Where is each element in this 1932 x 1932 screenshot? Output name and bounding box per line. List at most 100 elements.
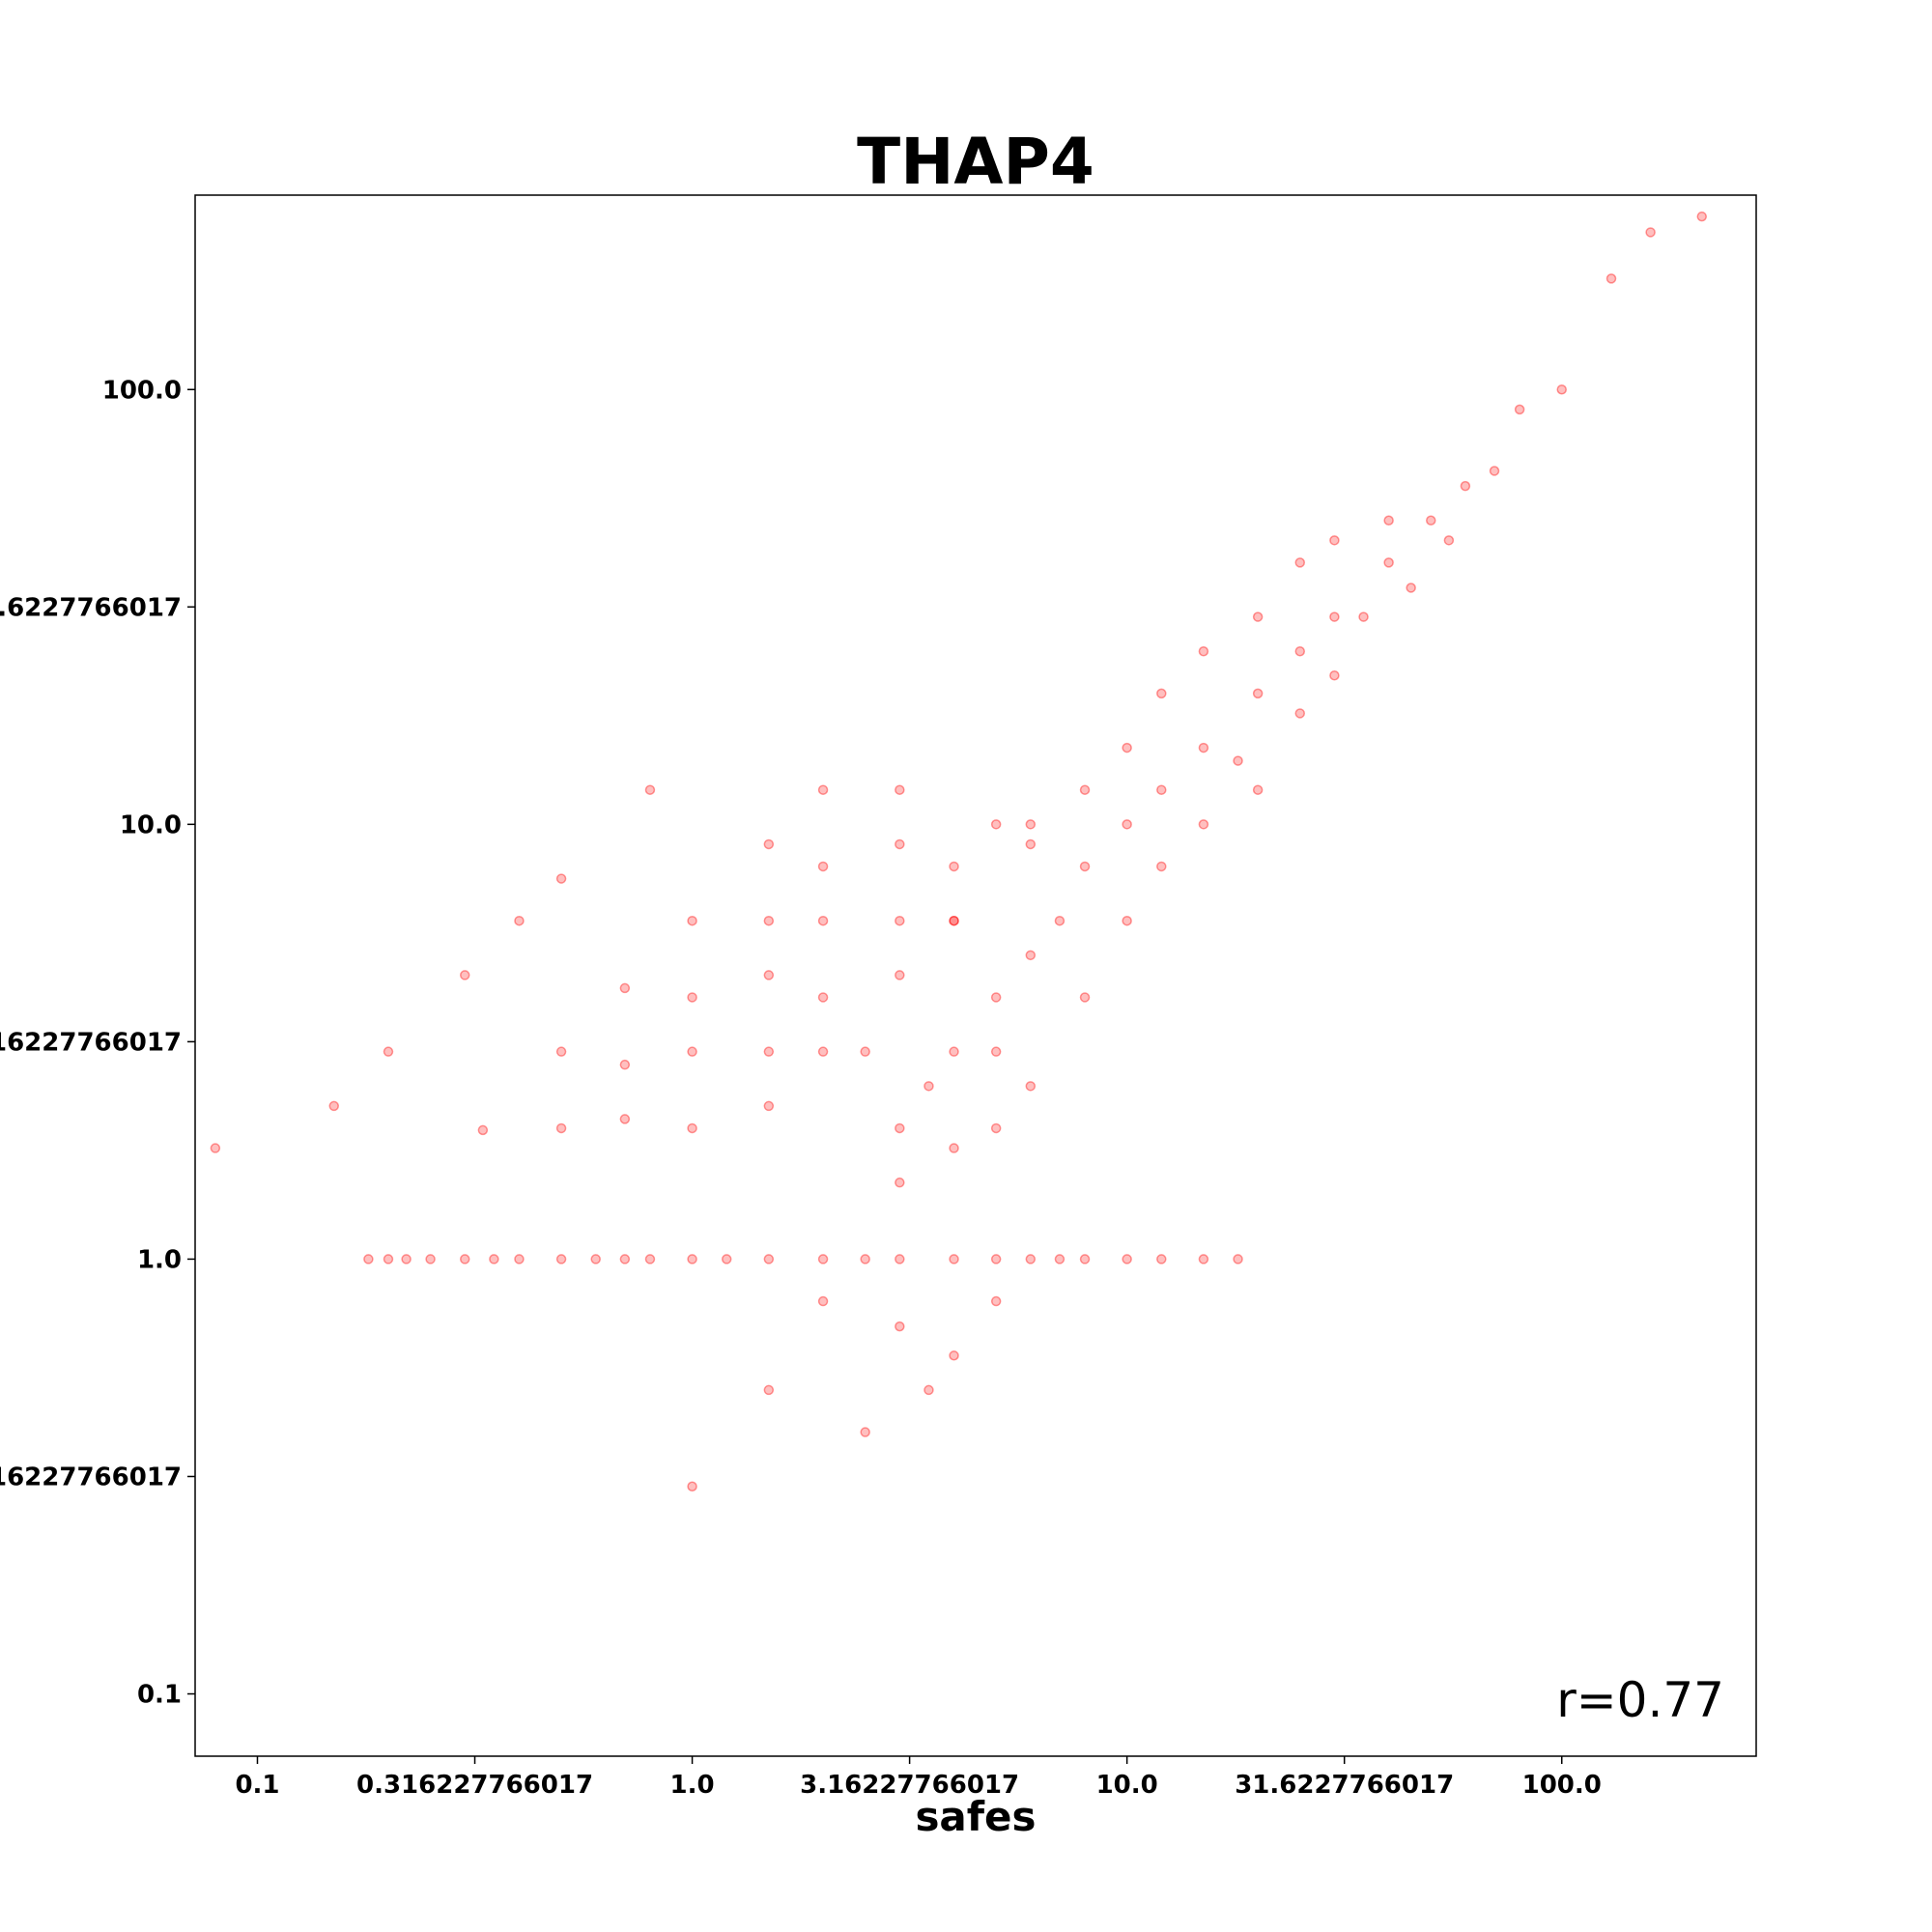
x-tick-label: 10.0: [1096, 1771, 1158, 1800]
scatter-point: [949, 1046, 959, 1057]
scatter-point: [1294, 708, 1306, 719]
scatter-point: [1156, 861, 1167, 872]
scatter-point: [1156, 1254, 1167, 1264]
x-tick-label: 1.0: [670, 1771, 715, 1800]
y-tick-label: 0.316227766017: [0, 1463, 182, 1492]
scatter-point: [817, 1254, 829, 1264]
y-tick-label: 100.0: [102, 376, 182, 405]
scatter-point: [1198, 1254, 1209, 1264]
scatter-point: [425, 1254, 436, 1264]
scatter-point: [721, 1254, 732, 1264]
scatter-point: [1556, 384, 1567, 395]
scatter-point: [895, 1177, 905, 1188]
scatter-point: [1233, 1254, 1243, 1264]
scatter-point: [1198, 742, 1209, 753]
scatter-point: [1025, 1254, 1037, 1264]
scatter-point: [1329, 535, 1340, 546]
scatter-point: [1025, 838, 1037, 850]
scatter-point: [1696, 211, 1708, 222]
scatter-point: [990, 819, 1002, 830]
y-tick-label: 0.1: [137, 1681, 182, 1710]
scatter-point: [1383, 515, 1394, 526]
scatter-point: [763, 1254, 775, 1264]
scatter-point: [1489, 466, 1500, 476]
scatter-point: [459, 970, 470, 980]
scatter-point: [895, 1122, 905, 1134]
scatter-point: [555, 1254, 567, 1264]
scatter-point: [817, 861, 829, 872]
scatter-point: [990, 1046, 1002, 1057]
scatter-point: [949, 861, 959, 872]
scatter-point: [1645, 227, 1656, 238]
scatter-point: [763, 1384, 775, 1396]
axes-frame: [194, 194, 1757, 1757]
plot-area: [210, 211, 1708, 1492]
scatter-point: [990, 992, 1002, 1003]
y-tick-label: 31.6227766017: [0, 593, 182, 622]
scatter-point: [514, 915, 525, 926]
scatter-point: [619, 982, 631, 994]
scatter-point: [1358, 611, 1369, 622]
scatter-point: [1460, 480, 1471, 492]
scatter-point: [401, 1254, 412, 1264]
scatter-point: [555, 1122, 567, 1134]
scatter-point: [817, 784, 829, 795]
scatter-point: [687, 1254, 697, 1264]
scatter-point: [1122, 742, 1132, 753]
x-tick-label: 3.16227766017: [800, 1771, 1019, 1800]
scatter-point: [949, 915, 959, 926]
scatter-point: [687, 1481, 697, 1492]
scatter-point: [763, 970, 775, 980]
scatter-point: [895, 1254, 905, 1264]
scatter-point: [990, 1295, 1002, 1307]
annotation: r=0.77: [1556, 1672, 1724, 1728]
scatter-point: [923, 1384, 934, 1396]
scatter-point: [687, 1122, 697, 1134]
scatter-point: [860, 1046, 870, 1057]
scatter-point: [1156, 784, 1167, 795]
scatter-point: [459, 1254, 470, 1264]
scatter-point: [1329, 669, 1340, 681]
x-tick-label: 100.0: [1522, 1771, 1602, 1800]
scatter-point: [895, 784, 905, 795]
scatter-point: [1079, 992, 1091, 1003]
scatter-point: [1294, 557, 1306, 568]
scatter-point: [1054, 915, 1065, 926]
scatter-point: [923, 1081, 934, 1092]
scatter-point: [555, 873, 567, 884]
scatter-point: [590, 1254, 601, 1264]
scatter-point: [1514, 404, 1525, 415]
scatter-point: [949, 1350, 959, 1361]
scatter-point: [555, 1046, 567, 1057]
scatter-point: [817, 915, 829, 926]
scatter-point: [328, 1100, 339, 1112]
scatter-point: [477, 1124, 489, 1136]
scatter-point: [1079, 1254, 1091, 1264]
scatter-point: [644, 1254, 656, 1264]
scatter-point: [1426, 515, 1436, 526]
scatter-point: [619, 1059, 631, 1070]
scatter-point: [817, 992, 829, 1003]
y-tick-label: 1.0: [137, 1245, 182, 1274]
scatter-point: [1198, 645, 1209, 657]
scatter-point: [687, 992, 697, 1003]
scatter-point: [763, 838, 775, 850]
scatter-point: [687, 1046, 697, 1057]
y-tick-label: 3.16227766017: [0, 1028, 182, 1057]
scatter-point: [990, 1122, 1002, 1134]
scatter-point: [687, 915, 697, 926]
scatter-point: [1406, 582, 1416, 593]
scatter-point: [949, 1143, 959, 1153]
scatter-point: [895, 915, 905, 926]
scatter-point: [1122, 915, 1132, 926]
scatter-point: [763, 915, 775, 926]
scatter-point: [895, 970, 905, 980]
scatter-point: [1443, 535, 1455, 546]
scatter-point: [383, 1046, 394, 1057]
scatter-point: [860, 1254, 870, 1264]
scatter-point: [619, 1254, 631, 1264]
scatter-point: [514, 1254, 525, 1264]
scatter-point: [1025, 950, 1037, 961]
x-tick-label: 31.6227766017: [1235, 1771, 1454, 1800]
